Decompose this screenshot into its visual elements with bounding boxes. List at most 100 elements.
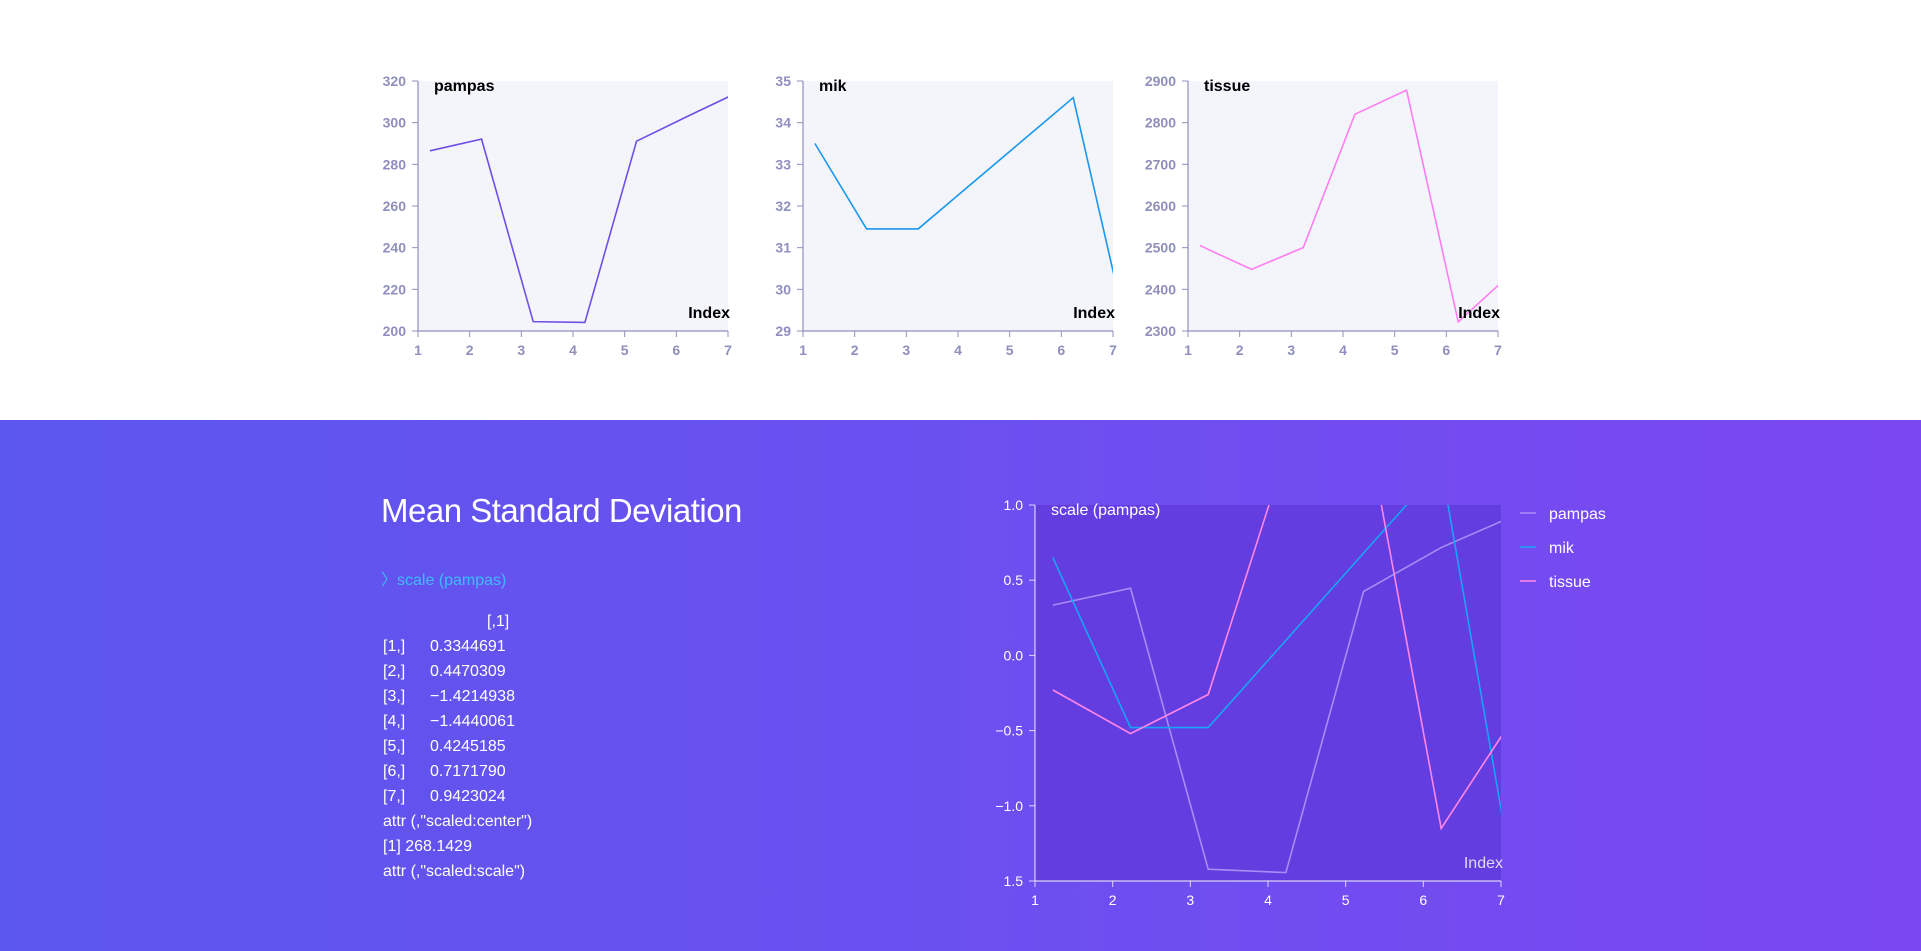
plot-panel <box>1035 505 1501 881</box>
series-line-pampas <box>1052 520 1501 874</box>
series-group <box>1052 505 1501 874</box>
matrix-row-value: 0.4245185 <box>430 738 506 755</box>
matrix-row-value: 0.7171790 <box>430 763 506 780</box>
matrix-column-header: [,1] <box>487 613 510 630</box>
small-multiples-section: 200 220 240 260 280 300 320 1 2 3 4 5 6 7 pampas Index … <box>0 0 1921 420</box>
matrix-row-value: −1.4440061 <box>430 713 515 730</box>
x-tick-label: 5 <box>1006 342 1014 358</box>
y-tick-label: 2300 <box>1145 323 1176 339</box>
x-tick-label: 3 <box>1186 892 1194 908</box>
x-axis-label: Index <box>688 305 730 322</box>
matrix-row-index: [4,] <box>383 713 406 730</box>
legend-label-mik: mik <box>1549 540 1575 557</box>
x-tick-label: 3 <box>1287 342 1295 358</box>
x-tick-label: 5 <box>1342 892 1350 908</box>
y-tick-label: 31 <box>775 240 791 256</box>
chart-title: pampas <box>434 78 495 95</box>
x-tick-label: 2 <box>466 342 474 358</box>
y-tick-label: 300 <box>383 115 407 131</box>
y-tick-label: 2800 <box>1145 115 1176 131</box>
output-line: [1] 268.1429 <box>383 838 472 855</box>
x-tick-label: 7 <box>1494 342 1502 358</box>
matrix-rows: [1,] 0.3344691 [2,] 0.4470309 [3,] −1.4214938… <box>383 634 532 809</box>
y-tick-label: 2700 <box>1145 156 1176 172</box>
x-tick-label: 4 <box>1264 892 1272 908</box>
matrix-row-value: 0.3344691 <box>430 638 506 655</box>
legend-label-pampas: pampas <box>1549 506 1606 523</box>
x-tick-label: 1 <box>414 342 422 358</box>
series-line-pampas <box>429 96 728 324</box>
matrix-row: [5,] 0.4245185 <box>383 734 532 759</box>
series-group <box>429 96 728 324</box>
x-tick-label: 4 <box>569 342 577 358</box>
r-output: [,1] [1,] 0.3344691 [2,] 0.4470309 [3,] −1.42… <box>383 609 532 884</box>
series-line-tissue <box>1199 89 1498 324</box>
y-tick-label: −1.0 <box>995 798 1023 814</box>
x-tick-label: 2 <box>1236 342 1244 358</box>
series-group <box>814 96 1113 275</box>
y-tick-label: 2900 <box>1145 73 1176 89</box>
matrix-row: [7,] 0.9423024 <box>383 784 532 809</box>
chart-title: scale (pampas) <box>1051 502 1160 519</box>
x-tick-label: 7 <box>1497 892 1505 908</box>
y-tick-label: 32 <box>775 198 791 214</box>
x-tick-label: 4 <box>1339 342 1347 358</box>
legend-label-tissue: tissue <box>1549 574 1591 591</box>
y-tick-label: 2400 <box>1145 281 1176 297</box>
x-tick-label: 7 <box>1109 342 1117 358</box>
section-heading: Mean Standard Deviation <box>381 492 742 529</box>
chart-tissue: 2300 2400 2500 2600 2700 2800 2900 1 2 3 4 5 6 7 tissu… <box>1145 73 1502 358</box>
x-tick-label: 1 <box>799 342 807 358</box>
matrix-row-index: [3,] <box>383 688 406 705</box>
x-tick-label: 6 <box>672 342 680 358</box>
y-tick-label: 220 <box>383 281 407 297</box>
output-footer: attr (,"scaled:center") [1] 268.1429 attr … <box>383 809 532 884</box>
y-tick-label: 0.5 <box>1004 572 1024 588</box>
matrix-row: [1,] 0.3344691 <box>383 634 532 659</box>
x-tick-label: 7 <box>724 342 732 358</box>
chart-title: tissue <box>1204 78 1250 95</box>
x-tick-label: 5 <box>1391 342 1399 358</box>
series-line-tissue <box>1052 505 1501 831</box>
chart-scaled: 1.5 −1.0 −0.5 0.0 0.5 1.0 1 2 3 4 5 6 7 scale (pampas… <box>995 497 1606 908</box>
x-tick-label: 6 <box>1419 892 1427 908</box>
matrix-row: [2,] 0.4470309 <box>383 659 532 684</box>
x-tick-label: 3 <box>902 342 910 358</box>
plot-panel <box>1188 81 1498 331</box>
output-line: attr (,"scaled:center") <box>383 813 533 830</box>
x-tick-label: 6 <box>1442 342 1450 358</box>
x-axis-label: Index <box>1464 855 1503 872</box>
matrix-row-index: [7,] <box>383 788 406 805</box>
x-tick-label: 2 <box>851 342 859 358</box>
y-tick-label: 200 <box>383 323 407 339</box>
matrix-row-index: [6,] <box>383 763 406 780</box>
y-tick-label: 240 <box>383 240 407 256</box>
x-tick-label: 1 <box>1184 342 1192 358</box>
y-tick-label: 320 <box>383 73 407 89</box>
matrix-row-value: 0.4470309 <box>430 663 506 680</box>
y-tick-label: 33 <box>775 156 791 172</box>
chart-pampas: 200 220 240 260 280 300 320 1 2 3 4 5 6 7 pampas Index <box>383 73 732 358</box>
x-tick-label: 5 <box>621 342 629 358</box>
matrix-row-value: 0.9423024 <box>430 788 506 805</box>
y-tick-label: 35 <box>775 73 791 89</box>
matrix-row: [3,] −1.4214938 <box>383 684 532 709</box>
matrix-row: [4,] −1.4440061 <box>383 709 532 734</box>
series-line-mik <box>814 96 1113 275</box>
matrix-row-index: [5,] <box>383 738 406 755</box>
y-tick-label: 1.0 <box>1004 497 1024 513</box>
x-tick-label: 2 <box>1109 892 1117 908</box>
r-command: 〉scale (pampas) <box>381 572 507 589</box>
x-tick-label: 1 <box>1031 892 1039 908</box>
plot-panel <box>803 81 1113 331</box>
series-group <box>1199 89 1498 324</box>
matrix-row: [6,] 0.7171790 <box>383 759 532 784</box>
matrix-row-index: [2,] <box>383 663 406 680</box>
y-tick-label: 1.5 <box>1004 873 1024 889</box>
x-tick-label: 4 <box>954 342 962 358</box>
y-tick-label: 0.0 <box>1004 647 1024 663</box>
y-tick-label: −0.5 <box>995 723 1023 739</box>
y-tick-label: 2500 <box>1145 240 1176 256</box>
x-tick-label: 6 <box>1057 342 1065 358</box>
